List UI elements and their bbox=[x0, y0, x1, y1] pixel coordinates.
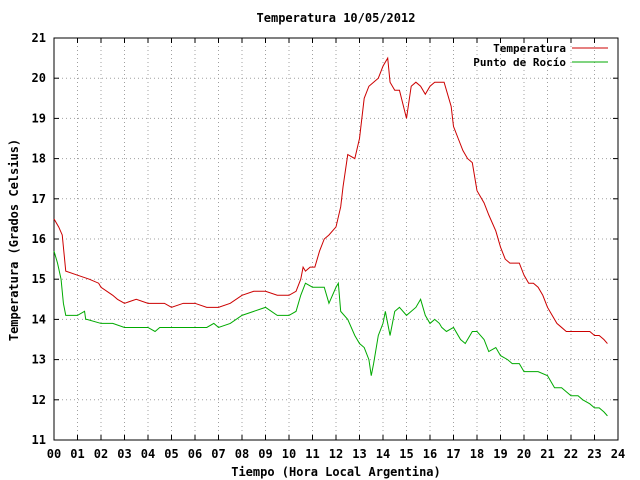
legend-label: Punto de Rocío bbox=[473, 56, 566, 69]
x-tick-label: 19 bbox=[493, 447, 507, 461]
x-tick-label: 10 bbox=[282, 447, 296, 461]
chart-title: Temperatura 10/05/2012 bbox=[257, 11, 416, 25]
x-tick-label: 15 bbox=[399, 447, 413, 461]
y-tick-label: 17 bbox=[32, 192, 46, 206]
y-tick-label: 13 bbox=[32, 353, 46, 367]
grid-lines bbox=[54, 38, 618, 440]
x-axis-label: Tiempo (Hora Local Argentina) bbox=[231, 465, 441, 479]
x-tick-label: 12 bbox=[329, 447, 343, 461]
x-tick-label: 22 bbox=[564, 447, 578, 461]
y-axis-label: Temperatura (Grados Celsius) bbox=[7, 139, 21, 341]
x-tick-label: 00 bbox=[47, 447, 61, 461]
x-tick-label: 24 bbox=[611, 447, 625, 461]
x-tick-label: 23 bbox=[587, 447, 601, 461]
series-line-1 bbox=[53, 250, 608, 417]
y-tick-label: 16 bbox=[32, 232, 46, 246]
y-tick-label: 12 bbox=[32, 393, 46, 407]
y-tick-label: 11 bbox=[32, 433, 46, 447]
y-tick-label: 19 bbox=[32, 111, 46, 125]
x-tick-label: 06 bbox=[188, 447, 202, 461]
y-tick-label: 18 bbox=[32, 152, 46, 166]
legend-label: Temperatura bbox=[493, 42, 566, 55]
x-tick-label: 07 bbox=[211, 447, 225, 461]
x-tick-label: 17 bbox=[446, 447, 460, 461]
x-tick-label: 18 bbox=[470, 447, 484, 461]
x-tick-label: 08 bbox=[235, 447, 249, 461]
x-tick-label: 02 bbox=[94, 447, 108, 461]
y-tick-label: 15 bbox=[32, 272, 46, 286]
x-tick-label: 16 bbox=[423, 447, 437, 461]
axis-ticks: 00 01 02 03 04 05 06 07 08 09 10 11 12 13 14 15 16 17 18 19… bbox=[32, 31, 626, 461]
x-tick-label: 03 bbox=[117, 447, 131, 461]
x-tick-label: 13 bbox=[352, 447, 366, 461]
series-layer bbox=[53, 56, 608, 417]
x-tick-label: 01 bbox=[70, 447, 84, 461]
y-tick-label: 20 bbox=[32, 71, 46, 85]
x-tick-label: 04 bbox=[141, 447, 155, 461]
x-tick-label: 05 bbox=[164, 447, 178, 461]
y-tick-label: 14 bbox=[32, 312, 46, 326]
series-line-0 bbox=[53, 56, 608, 344]
y-tick-label: 21 bbox=[32, 31, 46, 45]
x-tick-label: 14 bbox=[376, 447, 390, 461]
x-tick-label: 21 bbox=[540, 447, 554, 461]
x-tick-label: 20 bbox=[517, 447, 531, 461]
x-tick-label: 09 bbox=[258, 447, 272, 461]
x-tick-label: 11 bbox=[305, 447, 319, 461]
